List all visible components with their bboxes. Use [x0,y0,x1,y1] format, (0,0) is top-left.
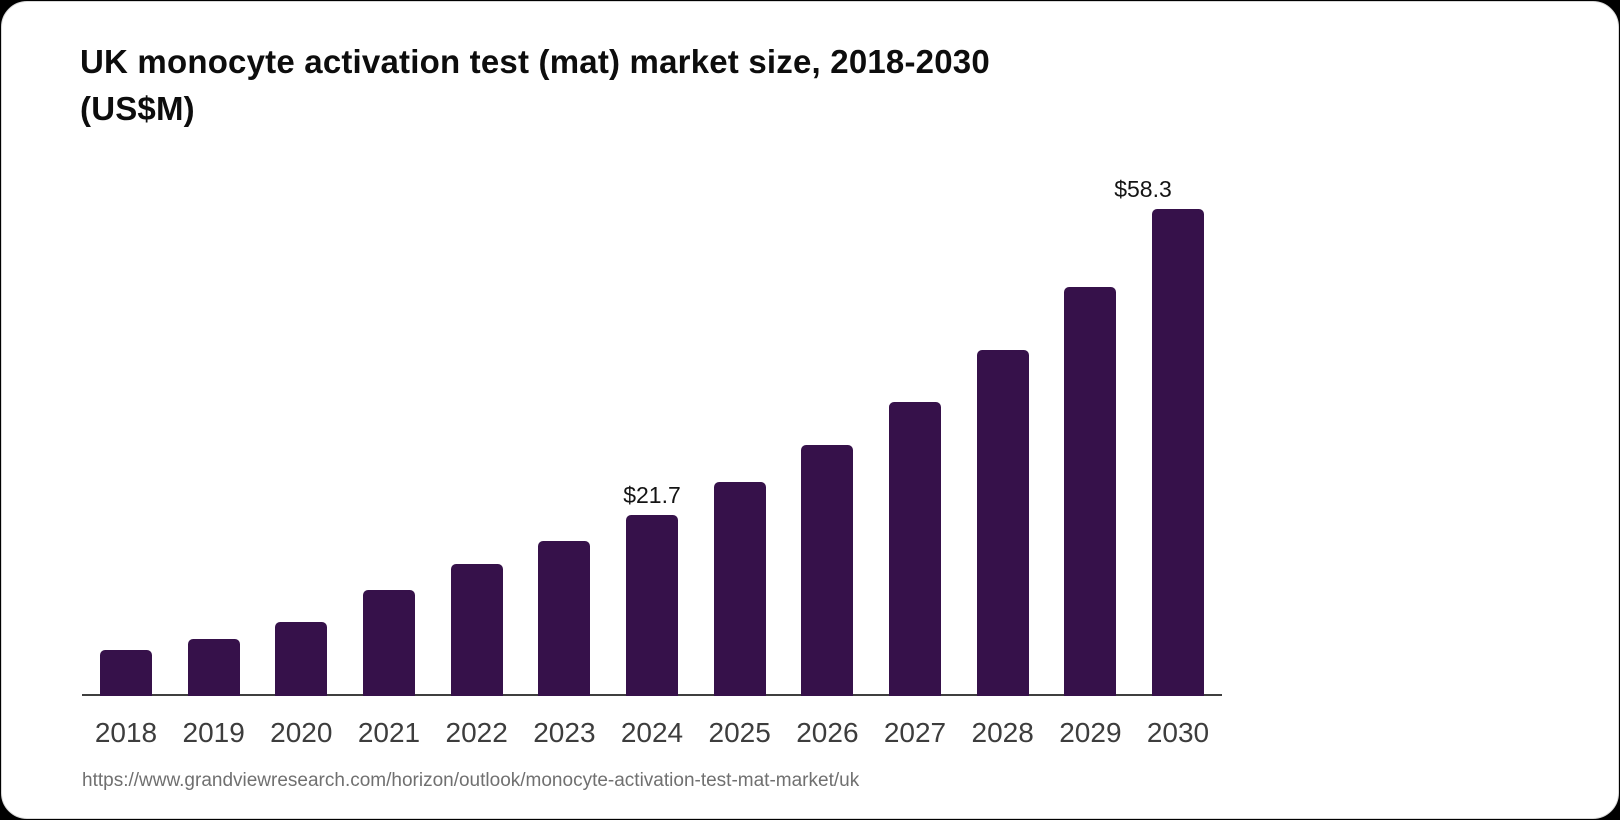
chart-title-line1: UK monocyte activation test (mat) market… [80,43,990,80]
bar-2030 [1152,209,1204,696]
x-tick-label: 2019 [182,717,245,748]
value-label-2030: $58.3 [1114,176,1172,202]
bar-2019 [187,639,240,696]
chart-title: UK monocyte activation test (mat) market… [80,38,1180,132]
x-tick-label: 2021 [357,717,421,748]
bar-2027 [889,402,941,696]
x-tick-label: 2028 [971,717,1034,748]
value-label-2024: $21.7 [623,481,681,508]
x-tick-label: 2026 [796,717,859,748]
x-tick-label: 2024 [620,717,684,748]
x-tick-label: 2027 [883,717,947,748]
x-tick-label: 2022 [445,717,508,748]
bar-2029 [1064,286,1117,696]
bar-2021 [363,589,415,696]
x-tick-label: 2018 [94,717,158,748]
bar-2025 [713,482,766,696]
bar-2028 [976,350,1029,696]
x-tick-label: 2029 [1059,717,1122,748]
bar-2026 [801,444,854,696]
bar-2018 [100,650,152,696]
bar-2022 [450,564,503,696]
x-tick-label: 2023 [533,717,596,748]
chart-title-line2: (US$M) [80,90,195,127]
source-url: https://www.grandviewresearch.com/horizo… [82,770,860,791]
bar-2020 [275,621,328,696]
x-tick-label: 2030 [1146,717,1210,748]
x-tick-label: 2025 [708,717,771,748]
x-tick-label: 2020 [270,717,333,748]
bar-2024 [626,514,678,696]
bar-2023 [538,540,591,696]
